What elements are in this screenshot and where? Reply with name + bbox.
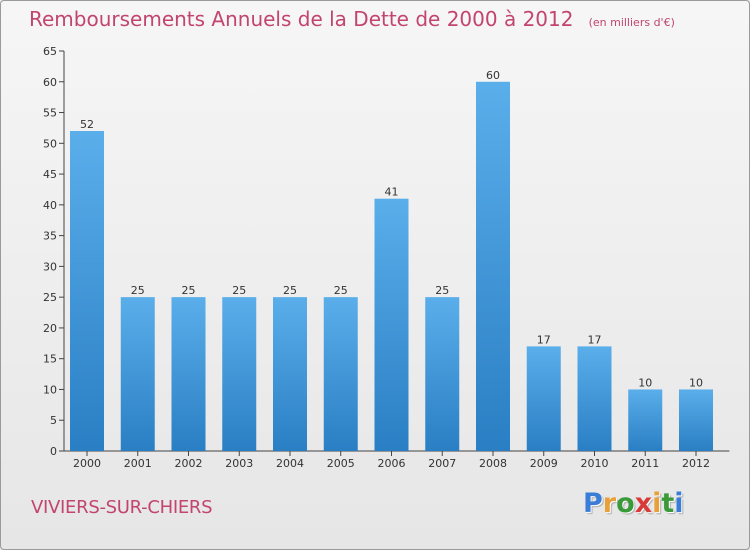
bar-2003[interactable] — [222, 297, 257, 451]
value-label-2003: 25 — [232, 284, 246, 297]
value-label-2002: 25 — [182, 284, 196, 297]
y-tick-label: 50 — [43, 137, 57, 150]
x-axis: 2000 2001 2002 2003 2004 2005 2006 2007 2008 2009… — [64, 450, 730, 470]
x-tick-label: 2002 — [175, 457, 203, 470]
logo-letter: r — [602, 488, 617, 519]
bar-2004[interactable] — [273, 297, 307, 451]
x-tick-label: 2001 — [124, 457, 152, 470]
y-tick-label: 55 — [43, 107, 57, 120]
x-tick-label: 2005 — [327, 457, 355, 470]
proxiti-logo[interactable]: Proxiti — [583, 488, 684, 519]
x-tick-label: 2000 — [73, 457, 101, 470]
x-tick-label: 2003 — [225, 457, 253, 470]
logo-letter: i — [652, 488, 662, 519]
value-label-2012: 10 — [689, 376, 703, 389]
logo-letter: x — [634, 488, 653, 519]
y-tick-label: 15 — [43, 353, 57, 366]
value-label-2000: 52 — [80, 118, 94, 131]
bar-2001[interactable] — [120, 297, 155, 451]
bar-2002[interactable] — [171, 297, 206, 451]
value-label-2010: 17 — [588, 333, 602, 346]
logo-letter: t — [661, 488, 675, 519]
chart-subtitle: (en milliers d'€) — [588, 16, 675, 29]
bars — [70, 81, 713, 452]
bar-2005[interactable] — [323, 297, 358, 451]
x-tick-label: 2012 — [682, 457, 710, 470]
x-tick-label: 2006 — [378, 457, 406, 470]
y-tick-label: 35 — [43, 230, 57, 243]
y-axis: 0 5 10 15 20 25 30 35 40 45 50 55 60 65 — [43, 45, 65, 458]
y-tick-label: 25 — [43, 291, 57, 304]
x-tick-label: 2011 — [631, 457, 659, 470]
y-tick-label: 30 — [43, 260, 57, 273]
x-tick-label: 2008 — [479, 457, 507, 470]
value-label-2004: 25 — [283, 284, 297, 297]
x-tick-label: 2007 — [428, 457, 456, 470]
value-label-2005: 25 — [334, 284, 348, 297]
title-line: Remboursements Annuels de la Dette de 20… — [29, 7, 675, 31]
y-tick-label: 20 — [43, 322, 57, 335]
x-tick-label: 2004 — [276, 457, 304, 470]
bar-2008[interactable] — [476, 81, 510, 452]
bar-2007[interactable] — [425, 297, 460, 451]
logo-letter: i — [674, 488, 684, 519]
logo-letter: o — [616, 488, 635, 519]
y-tick-label: 60 — [43, 76, 57, 89]
value-label-2006: 41 — [385, 186, 399, 199]
value-label-2008: 60 — [486, 69, 500, 82]
value-labels: 52 25 25 25 25 25 41 25 60 17 17 10 10 — [80, 69, 703, 390]
bar-2009[interactable] — [526, 346, 561, 451]
y-tick-label: 65 — [43, 45, 57, 58]
value-label-2001: 25 — [131, 284, 145, 297]
y-tick-label: 10 — [43, 383, 57, 396]
y-tick-label: 5 — [50, 414, 57, 427]
bar-2011[interactable] — [628, 389, 663, 451]
bar-2000[interactable] — [70, 131, 104, 451]
y-tick-label: 0 — [50, 445, 57, 458]
y-tick-label: 45 — [43, 168, 57, 181]
value-label-2007: 25 — [435, 284, 449, 297]
bar-2012[interactable] — [679, 389, 713, 451]
x-tick-label: 2010 — [581, 457, 609, 470]
y-tick-label: 40 — [43, 199, 57, 212]
value-label-2011: 10 — [638, 376, 652, 389]
commune-name: VIVIERS-SUR-CHIERS — [31, 497, 213, 518]
x-tick-label: 2009 — [530, 457, 558, 470]
logo-letter: P — [583, 488, 603, 519]
value-label-2009: 17 — [537, 333, 551, 346]
bar-2010[interactable] — [577, 346, 612, 451]
chart-title: Remboursements Annuels de la Dette de 20… — [29, 7, 574, 31]
bar-2006[interactable] — [374, 198, 409, 451]
